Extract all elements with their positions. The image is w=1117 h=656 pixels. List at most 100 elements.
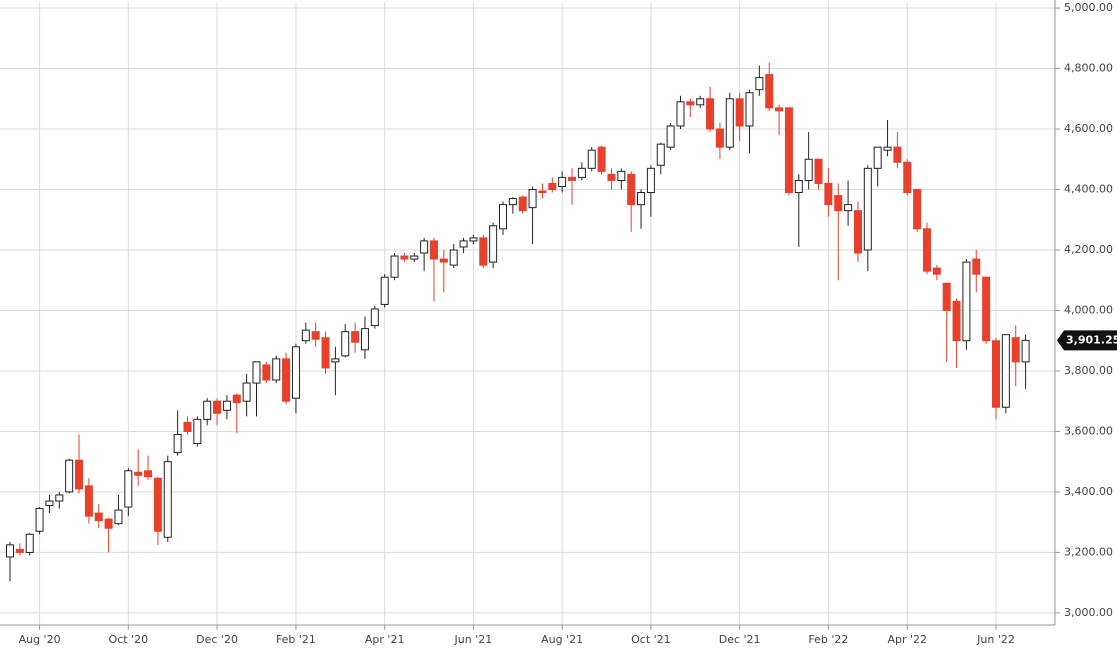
candle-body xyxy=(577,167,586,178)
candle-body xyxy=(528,189,537,209)
x-tick-label: Aug '21 xyxy=(541,633,583,646)
candle-body xyxy=(784,107,793,194)
candle-body xyxy=(331,358,340,363)
candle-body xyxy=(469,237,478,242)
candle-body xyxy=(696,98,705,106)
candle-body xyxy=(55,494,64,502)
candle-body xyxy=(715,128,724,148)
candle-body xyxy=(844,204,853,212)
y-tick-label: 3,200.00 xyxy=(1064,545,1113,558)
last-price-label: 3,901.25 xyxy=(1066,333,1117,346)
candle-body xyxy=(124,470,133,508)
candle-body xyxy=(745,92,754,127)
candle-body xyxy=(301,329,310,342)
candle-body xyxy=(144,470,153,478)
candle-body xyxy=(459,240,468,248)
candle-body xyxy=(824,182,833,206)
candle-body xyxy=(1001,334,1010,408)
candle-body xyxy=(558,176,567,187)
candle-body xyxy=(252,361,261,384)
x-tick-label: Jun '21 xyxy=(454,633,493,646)
candle-body xyxy=(814,158,823,184)
candle-body xyxy=(420,240,429,254)
candle-body xyxy=(380,276,389,305)
candle-body xyxy=(972,258,981,275)
candle-body xyxy=(272,358,281,381)
candle-body xyxy=(676,101,685,127)
candle-body xyxy=(479,237,488,266)
candle-body xyxy=(65,459,74,493)
y-tick-label: 4,400.00 xyxy=(1064,183,1113,196)
candle-body xyxy=(883,146,892,151)
candle-body xyxy=(686,101,695,106)
candle-body xyxy=(952,300,961,342)
candle-body xyxy=(834,195,843,212)
candle-body xyxy=(262,364,271,381)
candle-body xyxy=(203,400,212,420)
candle-body xyxy=(597,146,606,172)
candle-body xyxy=(360,328,369,351)
x-tick-label: Feb '21 xyxy=(276,633,316,646)
x-tick-label: Apr '22 xyxy=(887,633,927,646)
last-price-tag xyxy=(1057,330,1117,351)
y-tick-label: 4,600.00 xyxy=(1064,122,1113,135)
candle-body xyxy=(45,500,54,507)
candle-body xyxy=(429,240,438,260)
candle-body xyxy=(104,518,113,529)
x-tick-label: Dec '21 xyxy=(719,633,761,646)
x-tick-label: Apr '21 xyxy=(365,633,405,646)
candle-body xyxy=(242,382,251,402)
candle-body xyxy=(765,74,774,109)
y-tick-label: 4,000.00 xyxy=(1064,303,1113,316)
candle-body xyxy=(794,179,803,194)
candle-body xyxy=(370,308,379,327)
candle-body xyxy=(735,98,744,127)
y-tick-label: 4,200.00 xyxy=(1064,243,1113,256)
candle-body xyxy=(439,258,448,263)
candle-body xyxy=(173,433,182,454)
x-tick-label: Aug '20 xyxy=(19,633,61,646)
candle-body xyxy=(489,225,498,263)
candle-body xyxy=(232,394,241,404)
y-tick-label: 3,800.00 xyxy=(1064,364,1113,377)
candle-body xyxy=(775,107,784,112)
candle-body xyxy=(321,337,330,369)
y-tick-label: 3,000.00 xyxy=(1064,606,1113,619)
candle-body xyxy=(637,192,646,206)
x-tick-label: Jun '22 xyxy=(976,633,1015,646)
candle-body xyxy=(992,340,1000,408)
candle-body xyxy=(922,228,931,272)
candle-body xyxy=(656,143,665,166)
candle-body xyxy=(282,358,291,402)
candle-body xyxy=(873,146,882,169)
candle-body xyxy=(666,125,675,148)
candle-body xyxy=(942,282,951,311)
candle-body xyxy=(903,161,912,194)
candle-body xyxy=(25,533,34,553)
candle-body xyxy=(932,267,941,275)
candle-body xyxy=(706,98,715,130)
candle-body xyxy=(587,149,596,169)
candle-body xyxy=(311,331,320,340)
candle-body xyxy=(499,204,507,230)
candle-body xyxy=(183,421,192,432)
candle-body xyxy=(982,276,991,342)
candle-body xyxy=(893,146,902,163)
x-tick-label: Feb '22 xyxy=(808,633,848,646)
x-tick-label: Dec '20 xyxy=(196,633,238,646)
candle-body xyxy=(538,190,547,194)
candle-body xyxy=(913,189,922,230)
candle-body xyxy=(646,167,655,194)
candle-body xyxy=(607,173,616,181)
candle-body xyxy=(75,459,84,490)
candle-body xyxy=(153,477,162,532)
candle-body xyxy=(193,418,202,445)
candle-body xyxy=(518,196,527,212)
y-tick-label: 4,800.00 xyxy=(1064,62,1113,75)
candle-body xyxy=(94,512,103,522)
candle-body xyxy=(351,331,360,343)
candle-body xyxy=(962,261,971,342)
candle-body xyxy=(863,167,872,251)
candle-body xyxy=(568,176,577,181)
